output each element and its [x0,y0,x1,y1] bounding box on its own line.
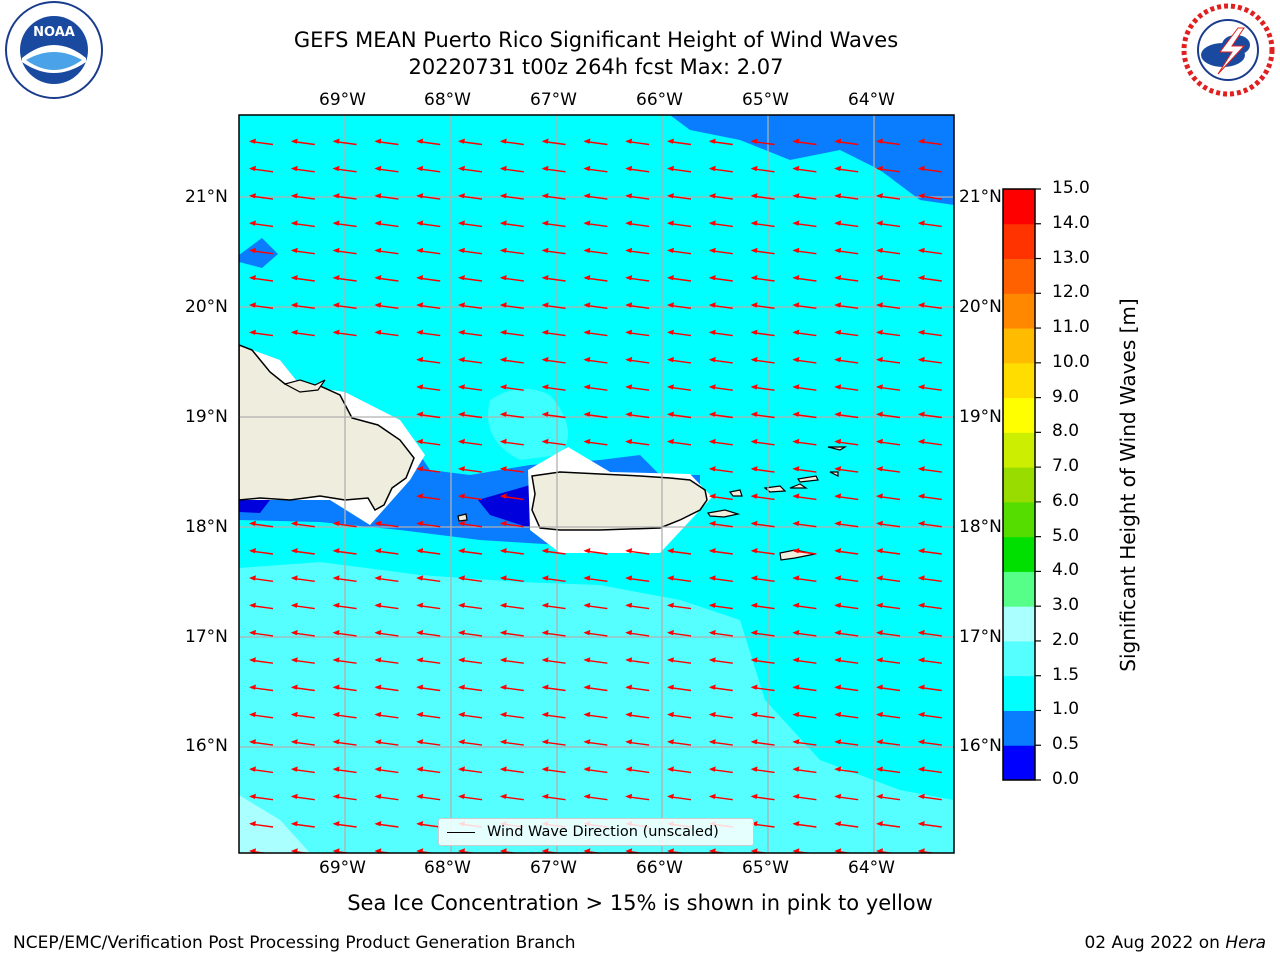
colorbar-segment [1003,189,1035,224]
lat-label-right: 17°N [959,627,1002,647]
lon-label-top: 69°W [319,90,366,110]
lon-label-bottom: 65°W [742,858,789,878]
lon-label-bottom: 68°W [424,858,471,878]
colorbar-label: Significant Height of Wind Waves [m] [1116,275,1140,695]
lon-label-top: 68°W [424,90,471,110]
colorbar-tick-label: 0.5 [1052,734,1079,754]
colorbar-tick-label: 13.0 [1052,248,1090,268]
colorbar-segment [1003,710,1035,745]
colorbar-segment [1003,571,1035,606]
footer-host: Hera [1225,933,1266,953]
lat-label-right: 20°N [959,297,1002,317]
colorbar-segment [1003,502,1035,537]
colorbar-segment [1003,606,1035,641]
colorbar-tick-label: 2.0 [1052,630,1079,650]
colorbar-segment [1003,328,1035,363]
lat-label-right: 16°N [959,736,1002,756]
colorbar-segment [1003,432,1035,467]
colorbar-tick-label: 4.0 [1052,560,1079,580]
colorbar-tick-label: 3.0 [1052,595,1079,615]
footer-date-text: 02 Aug 2022 on [1084,933,1219,953]
colorbar-tick-label: 6.0 [1052,491,1079,511]
colorbar-tick-label: 15.0 [1052,178,1090,198]
colorbar-segment [1003,259,1035,294]
lat-label-left: 17°N [185,627,228,647]
lat-label-right: 21°N [959,187,1002,207]
lat-label-left: 20°N [185,297,228,317]
lon-label-bottom: 69°W [319,858,366,878]
colorbar-tick-label: 1.5 [1052,665,1079,685]
lat-label-right: 19°N [959,407,1002,427]
colorbar-segment [1003,293,1035,328]
colorbar-tick-label: 0.0 [1052,769,1079,789]
footer-date: 02 Aug 2022 on Hera [1084,933,1266,953]
lat-label-left: 21°N [185,187,228,207]
lat-label-left: 16°N [185,736,228,756]
colorbar-tick-label: 11.0 [1052,317,1090,337]
lon-label-bottom: 66°W [636,858,683,878]
colorbar-segment [1003,676,1035,711]
colorbar-tick-label: 9.0 [1052,387,1079,407]
colorbar-tick-label: 5.0 [1052,526,1079,546]
legend-label: Wind Wave Direction (unscaled) [487,824,719,840]
colorbar-tick-label: 14.0 [1052,213,1090,233]
legend-line-swatch [447,832,475,833]
colorbar-segment [1003,363,1035,398]
colorbar-tick-label: 12.0 [1052,282,1090,302]
lat-label-right: 18°N [959,517,1002,537]
lat-label-left: 18°N [185,517,228,537]
sea-ice-note: Sea Ice Concentration > 15% is shown in … [0,891,1280,915]
land-mona-island [458,514,467,521]
lon-label-top: 66°W [636,90,683,110]
colorbar-tick-label: 1.0 [1052,699,1079,719]
lon-label-bottom: 67°W [530,858,577,878]
colorbar-segment [1003,745,1035,780]
lon-label-bottom: 64°W [848,858,895,878]
map-legend: Wind Wave Direction (unscaled) [438,818,754,846]
lon-label-top: 65°W [742,90,789,110]
lon-label-top: 67°W [530,90,577,110]
colorbar-segment [1003,537,1035,572]
map-plot [0,0,1280,960]
lon-label-top: 64°W [848,90,895,110]
footer-organization: NCEP/EMC/Verification Post Processing Pr… [13,933,576,953]
colorbar-segment [1003,467,1035,502]
colorbar-segment [1003,398,1035,433]
colorbar-segment [1003,224,1035,259]
colorbar-tick-label: 8.0 [1052,421,1079,441]
colorbar-segment [1003,641,1035,676]
colorbar-tick-label: 10.0 [1052,352,1090,372]
colorbar-tick-label: 7.0 [1052,456,1079,476]
lat-label-left: 19°N [185,407,228,427]
colorbar [1000,186,1060,786]
